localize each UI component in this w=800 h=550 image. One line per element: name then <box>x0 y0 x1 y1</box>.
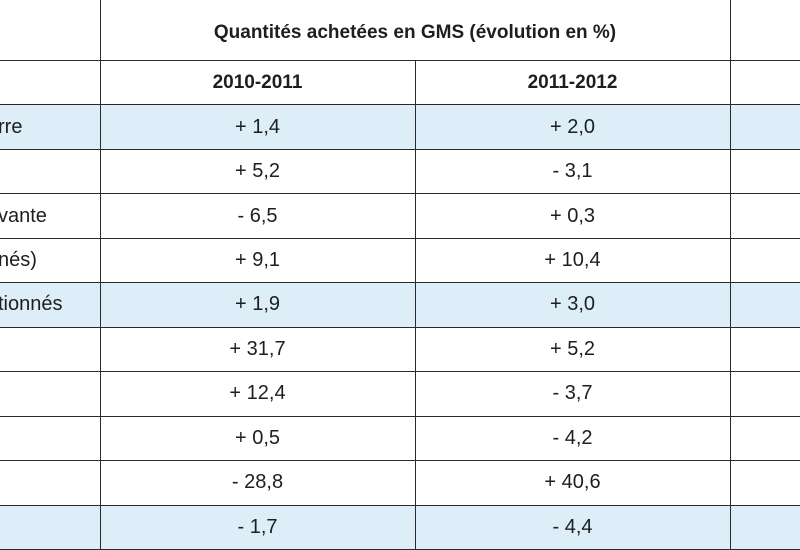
table-row: vante - 6,5 + 0,3 <box>0 193 800 239</box>
value-2010-2011: + 9,1 <box>99 237 416 284</box>
extra-cell <box>729 371 800 417</box>
table-row: + 12,4- 3,7 <box>0 371 800 417</box>
row-label-cell <box>0 326 101 373</box>
extra-cell <box>729 148 800 195</box>
value-2010-2011: + 31,7 <box>99 326 416 373</box>
row-label-cell: vante <box>0 193 101 239</box>
table-body: rre + 1,4 + 2,0 + 5,2- 3,1 vante - 6,5 + 0,3 né… <box>0 104 800 550</box>
extra-cell <box>729 104 800 150</box>
table-row: + 31,7 + 5,2 <box>0 326 800 373</box>
extra-cell <box>729 326 800 373</box>
table-row: rre + 1,4 + 2,0 <box>0 104 800 150</box>
table-row: + 0,5- 4,2 <box>0 415 800 462</box>
column-header-extra <box>729 59 800 106</box>
row-label-cell <box>0 148 101 195</box>
row-label-cell <box>0 371 101 417</box>
value-2010-2011: + 5,2 <box>99 148 416 195</box>
extra-cell <box>729 415 800 462</box>
row-label-cell <box>0 504 101 550</box>
value-2011-2012: + 40,6 <box>414 460 731 506</box>
table-header-row: 2010-2011 2011-2012 <box>0 59 800 106</box>
value-2011-2012: + 0,3 <box>414 193 731 239</box>
value-2010-2011: + 1,4 <box>99 104 416 150</box>
row-label: vante <box>0 204 47 227</box>
row-label-cell <box>0 415 101 462</box>
value-2010-2011: - 1,7 <box>99 504 416 550</box>
table-title: Quantités achetées en GMS (évolution en … <box>99 0 731 61</box>
row-label-cell: nés) <box>0 237 101 284</box>
value-2010-2011: + 1,9 <box>99 282 416 328</box>
value-2011-2012: - 3,1 <box>414 148 731 195</box>
table-row: - 1,7- 4,4 <box>0 504 800 550</box>
extra-cell <box>729 504 800 550</box>
table-row: + 5,2- 3,1 <box>0 148 800 195</box>
column-header-2010-2011: 2010-2011 <box>99 59 416 106</box>
extra-cell <box>729 282 800 328</box>
extra-cell <box>729 237 800 284</box>
row-label-cell: tionnés <box>0 282 101 328</box>
value-2011-2012: - 4,4 <box>414 504 731 550</box>
table-row: - 28,8 + 40,6 <box>0 460 800 506</box>
column-header-2011-2012: 2011-2012 <box>414 59 731 106</box>
table-row: nés) + 9,1 + 10,4 <box>0 237 800 284</box>
table-title-left-cell <box>0 0 101 61</box>
value-2010-2011: + 12,4 <box>99 371 416 417</box>
column-header-label <box>0 59 101 106</box>
value-2011-2012: + 2,0 <box>414 104 731 150</box>
value-2011-2012: + 5,2 <box>414 326 731 373</box>
value-2011-2012: + 10,4 <box>414 237 731 284</box>
value-2010-2011: - 6,5 <box>99 193 416 239</box>
value-2010-2011: - 28,8 <box>99 460 416 506</box>
value-2011-2012: - 4,2 <box>414 415 731 462</box>
table-title-row: Quantités achetées en GMS (évolution en … <box>0 0 800 61</box>
value-2010-2011: + 0,5 <box>99 415 416 462</box>
table-row: tionnés + 1,9 + 3,0 <box>0 282 800 328</box>
row-label: nés) <box>0 249 37 271</box>
row-label-cell <box>0 460 101 506</box>
row-label-cell: rre <box>0 104 101 150</box>
value-2011-2012: - 3,7 <box>414 371 731 417</box>
row-label: rre <box>0 115 23 138</box>
value-2011-2012: + 3,0 <box>414 282 731 328</box>
extra-cell <box>729 193 800 239</box>
extra-cell <box>729 460 800 506</box>
row-label: tionnés <box>0 293 63 316</box>
table-title-right-cell <box>729 0 800 61</box>
